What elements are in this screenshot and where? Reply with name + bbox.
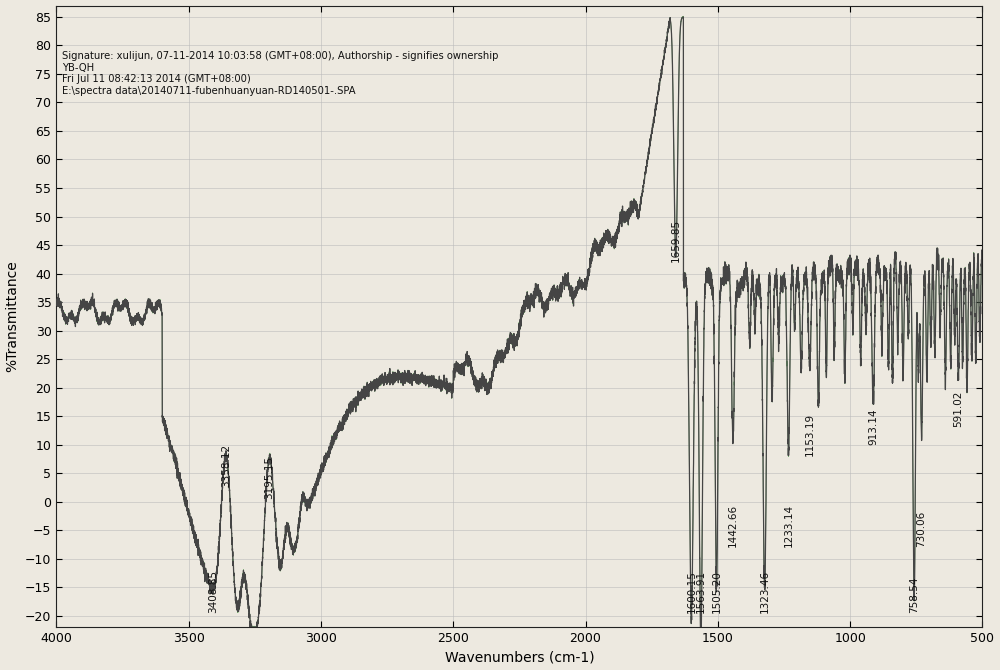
Text: 1323.46: 1323.46 — [760, 570, 770, 613]
Text: 758.54: 758.54 — [909, 576, 919, 613]
Text: 591.02: 591.02 — [953, 391, 963, 427]
Text: Signature: xulijun, 07-11-2014 10:03:58 (GMT+08:00), Authorship - signifies owne: Signature: xulijun, 07-11-2014 10:03:58 … — [62, 51, 498, 96]
Text: 1659.85: 1659.85 — [671, 219, 681, 262]
Text: 1505.20: 1505.20 — [711, 570, 721, 613]
Text: 913.14: 913.14 — [868, 408, 878, 445]
X-axis label: Wavenumbers (cm-1): Wavenumbers (cm-1) — [445, 651, 594, 665]
Text: 3408.85: 3408.85 — [208, 570, 218, 613]
Text: 1442.66: 1442.66 — [728, 504, 738, 547]
Text: 1600.15: 1600.15 — [686, 570, 696, 613]
Text: 1153.19: 1153.19 — [805, 413, 815, 456]
Text: 1563.91: 1563.91 — [696, 570, 706, 613]
Text: 730.06: 730.06 — [917, 511, 927, 547]
Text: 3195.15: 3195.15 — [264, 456, 274, 498]
Text: 1233.14: 1233.14 — [783, 504, 793, 547]
Text: 3358.12: 3358.12 — [221, 444, 231, 487]
Y-axis label: %Transmittance: %Transmittance — [6, 261, 20, 372]
